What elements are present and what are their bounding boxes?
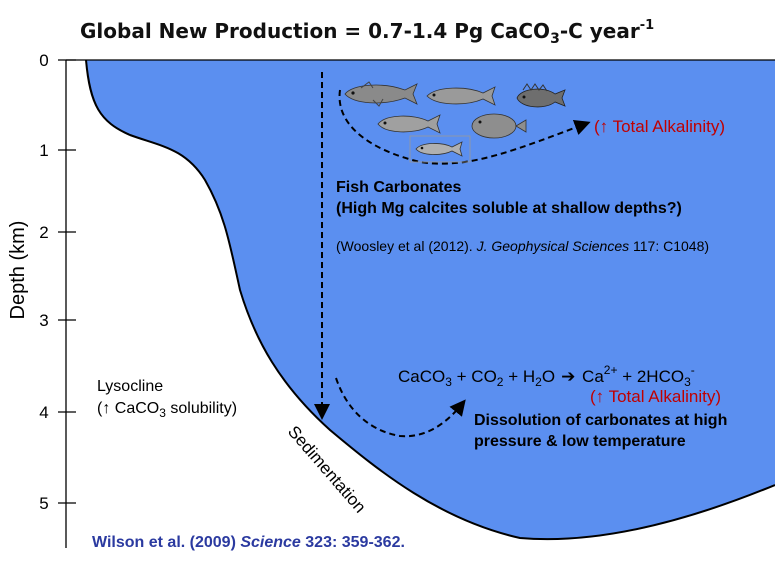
deep-dissolution-arrow — [335, 377, 466, 438]
woosley-reference: (Woosley et al (2012). J. Geophysical Sc… — [336, 238, 709, 254]
lysocline-label: Lysocline — [97, 378, 163, 395]
flatfish-icon — [471, 113, 527, 139]
total-alkalinity-bottom: (↑ Total Alkalinity) — [590, 387, 721, 406]
wilson-citation: Wilson et al. (2009) Science 323: 359-36… — [92, 534, 405, 551]
seafloor-profile — [85, 59, 775, 541]
dissolution-line-2: pressure & low temperature — [474, 433, 686, 450]
y-axis-ticks — [58, 59, 76, 504]
y-tick-0: 0 — [39, 51, 48, 70]
dissolution-line-1: Dissolution of carbonates at high — [474, 412, 727, 429]
y-tick-2: 2 — [39, 223, 48, 242]
y-tick-1: 1 — [39, 141, 48, 160]
dissolution-equation: CaCO3 + CO2 + H2O ➔ Ca2+ + 2HCO3- — [398, 363, 695, 389]
y-tick-4: 4 — [39, 403, 48, 422]
y-axis-label: Depth (km) — [7, 221, 29, 320]
fish-carbonates-subtitle: (High Mg calcites soluble at shallow dep… — [336, 200, 682, 217]
small-fish-icon — [409, 135, 471, 163]
lysocline-solubility: (↑ CaCO3 solubility) — [97, 400, 237, 420]
fish-carbonates-title: Fish Carbonates — [336, 179, 461, 196]
cod-fish-icon — [377, 114, 441, 134]
total-alkalinity-top: (↑ Total Alkalinity) — [594, 117, 725, 136]
scorpionfish-icon — [516, 83, 566, 108]
fish-dissolution-arrow — [338, 89, 591, 165]
y-tick-5: 5 — [39, 494, 48, 513]
salmon-fish-icon — [426, 86, 496, 106]
y-tick-3: 3 — [39, 311, 48, 330]
tuna-fish-icon — [344, 81, 418, 107]
ocean-basin — [86, 60, 775, 540]
page-title: Global New Production = 0.7-1.4 Pg CaCO3… — [80, 18, 654, 47]
